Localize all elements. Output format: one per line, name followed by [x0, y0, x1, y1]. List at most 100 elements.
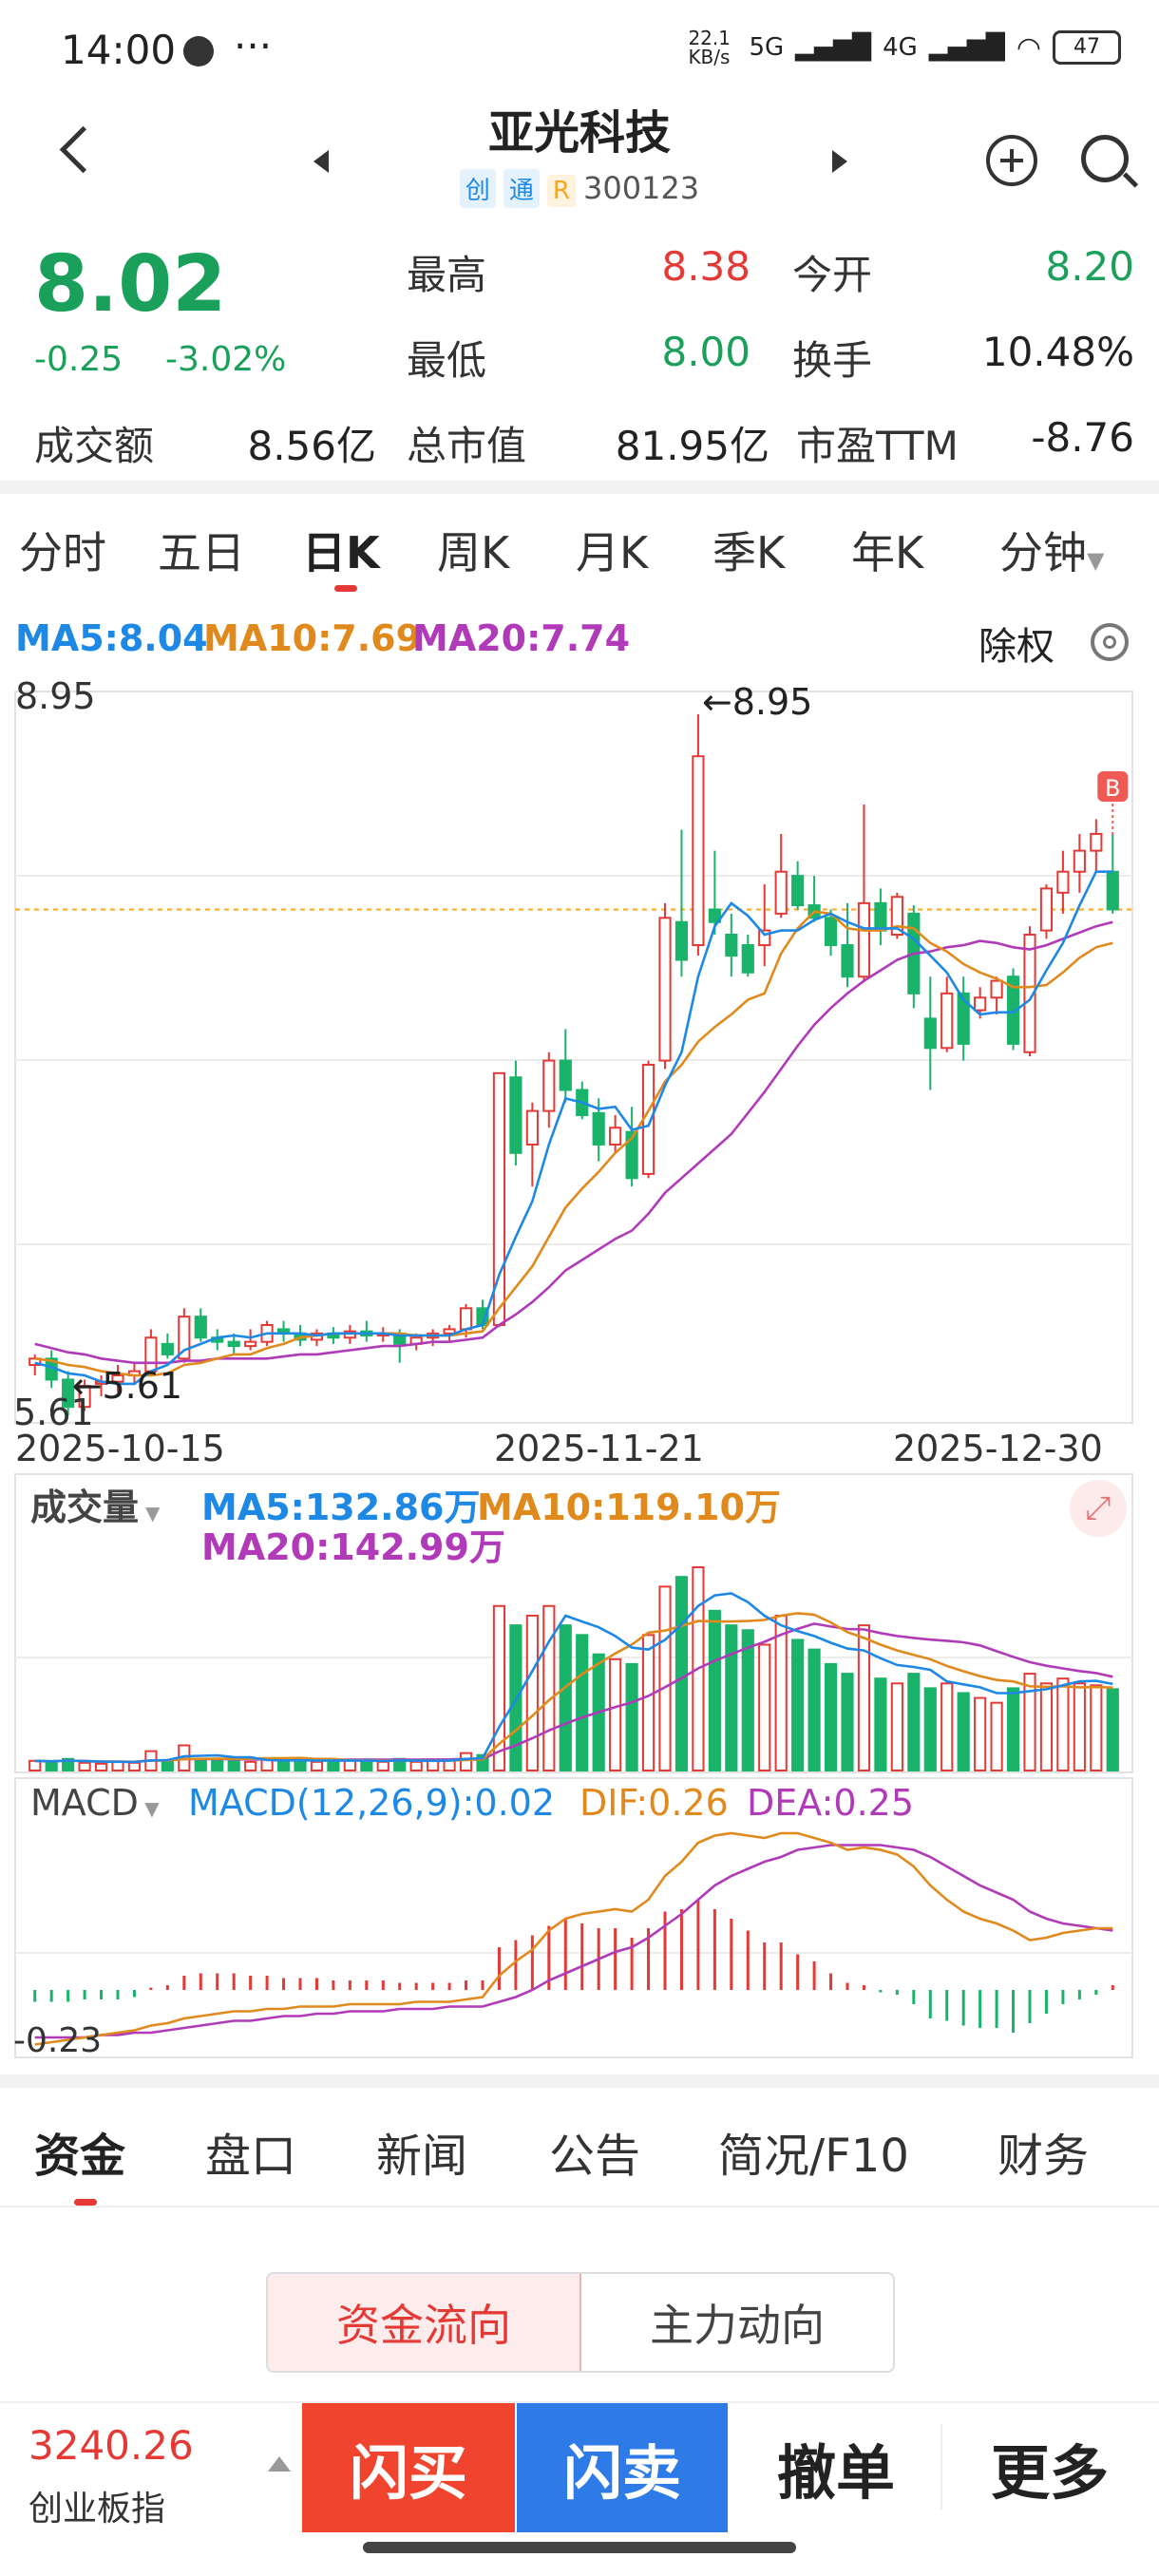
date-label-start: 2025-10-15 [15, 1428, 225, 1469]
tab-orderbook[interactable]: 盘口 [205, 2130, 297, 2183]
tag-r: R [546, 175, 576, 207]
chevron-up-icon[interactable] [268, 2456, 291, 2472]
ma20-line [34, 920, 1113, 1365]
status-bar: 14:00 ··· 22.1 KB/s 5G ▂▄▆█ 4G ▂▄▆█ ◠ 47 [0, 0, 1159, 104]
more-button[interactable]: 更多 [990, 2438, 1109, 2508]
stock-code-row: 创通 R 300123 [0, 169, 1159, 208]
macd-lines [34, 1831, 1113, 2046]
vol-ma5-line [34, 1592, 1113, 1764]
vol-bar [658, 1585, 672, 1772]
vol-bar [841, 1673, 854, 1771]
vol-bar [525, 1614, 539, 1772]
adjust-button[interactable]: 除权 [978, 625, 1054, 669]
ma5-line [34, 870, 1113, 1386]
vol-bar [1023, 1673, 1036, 1771]
vol-bar [1090, 1684, 1103, 1772]
vol-bar [774, 1614, 788, 1772]
vol-bar [211, 1759, 224, 1772]
next-stock-icon[interactable] [832, 150, 847, 173]
dif-value: DIF:0.26 [580, 1782, 729, 1824]
candle [824, 917, 838, 947]
tab-minute[interactable]: 分钟▼ [999, 519, 1104, 581]
vol-bar [791, 1638, 805, 1772]
vol-bar [808, 1648, 821, 1771]
tab-quarterly-k[interactable]: 季K [712, 527, 786, 578]
tab-profile-f10[interactable]: 简况/F10 [718, 2130, 909, 2183]
k-min-label: 5.61 [13, 1392, 94, 1433]
candle [244, 1340, 257, 1348]
k-high-marker: ←8.95 [702, 681, 812, 723]
chevron-down-icon: ▼ [138, 1797, 160, 1820]
tag-tong: 通 [503, 169, 540, 208]
stock-code: 300123 [582, 170, 700, 206]
gear-icon[interactable] [1091, 623, 1129, 661]
vol-bar [708, 1609, 721, 1771]
low-label: 最低 [407, 337, 487, 384]
vol-bar [78, 1761, 91, 1772]
index-value[interactable]: 3240.26 [28, 2422, 194, 2469]
date-label-end: 2025-12-30 [893, 1428, 1103, 1469]
prev-stock-icon[interactable] [314, 150, 329, 173]
vol-bar [857, 1624, 871, 1772]
tab-news[interactable]: 新闻 [376, 2130, 468, 2183]
dif-line [34, 1831, 1113, 2046]
tab-funds[interactable]: 资金 [34, 2130, 126, 2183]
tab-weekly-k[interactable]: 周K [437, 527, 510, 578]
candle [525, 1109, 539, 1146]
candle [1006, 975, 1020, 1045]
date-label-mid: 2025-11-21 [494, 1428, 704, 1469]
tab-monthly-k[interactable]: 月K [576, 527, 649, 578]
k-low-marker: ←5.61 [72, 1365, 182, 1407]
candle [161, 1342, 174, 1355]
tab-intraday[interactable]: 分时 [19, 527, 106, 578]
volume-label[interactable]: 成交量 ▼ [30, 1478, 160, 1530]
cancel-order-button[interactable]: 撤单 [776, 2438, 895, 2508]
vol-bar [310, 1760, 324, 1772]
flash-sell-button[interactable]: 闪卖 [517, 2403, 728, 2532]
add-watchlist-icon[interactable] [986, 135, 1037, 186]
fund-segment-control[interactable]: 资金流向 主力动向 [266, 2272, 895, 2373]
candle [509, 1076, 522, 1154]
vol-bar [227, 1758, 240, 1772]
flash-buy-button[interactable]: 闪买 [302, 2403, 515, 2532]
volume-label-text: 成交量 [30, 1487, 140, 1528]
notification-icon [183, 36, 214, 66]
open-label: 今开 [792, 252, 873, 298]
vol-ma20-legend: MA20:142.99万 [201, 1526, 505, 1568]
active-tab-indicator [74, 2199, 97, 2206]
tab-financials[interactable]: 财务 [998, 2130, 1090, 2183]
vol-bar [725, 1624, 738, 1772]
signal-4g-icon: 4G [883, 33, 918, 62]
search-icon[interactable] [1081, 135, 1129, 182]
vol-bar [923, 1687, 937, 1772]
vol-bar [674, 1576, 689, 1772]
signal-bars-icon: ▂▄▆█ [795, 33, 872, 62]
tab-yearly-k[interactable]: 年K [851, 527, 924, 578]
dea-value: DEA:0.25 [747, 1782, 915, 1824]
vol-bar [907, 1673, 921, 1771]
k-ma-lines [34, 870, 1113, 1386]
k-candles [28, 714, 1119, 1415]
macd-label[interactable]: MACD ▼ [30, 1782, 160, 1824]
candle [1039, 887, 1054, 932]
vol-grid [14, 1473, 1133, 1773]
candle [625, 1130, 638, 1180]
segment-main-force[interactable]: 主力动向 [650, 2300, 825, 2351]
expand-icon[interactable]: ⤢ [1070, 1480, 1127, 1537]
candle [791, 875, 805, 907]
buy-signal-badge [1097, 771, 1129, 802]
candle [841, 944, 854, 978]
ma20-legend: MA20:7.74 [412, 617, 631, 659]
tab-announcements[interactable]: 公告 [549, 2130, 641, 2183]
ma5-legend: MA5:8.04 [15, 617, 208, 659]
tab-five-day[interactable]: 五日 [158, 527, 245, 578]
status-time: 14:00 [61, 27, 177, 73]
vol-bar [409, 1760, 423, 1772]
index-name[interactable]: 创业板指 [28, 2490, 166, 2529]
tab-daily-k[interactable]: 日K [302, 527, 380, 578]
segment-fund-flow[interactable]: 资金流向 [268, 2274, 581, 2371]
candle [194, 1316, 207, 1339]
chart-area[interactable]: 8.95 5.61 ←8.95 ←5.61 B 2025-10-15 2025-11-21 2… [0, 665, 1159, 2061]
vol-ma-lines [34, 1592, 1113, 1764]
candle [111, 1374, 124, 1383]
